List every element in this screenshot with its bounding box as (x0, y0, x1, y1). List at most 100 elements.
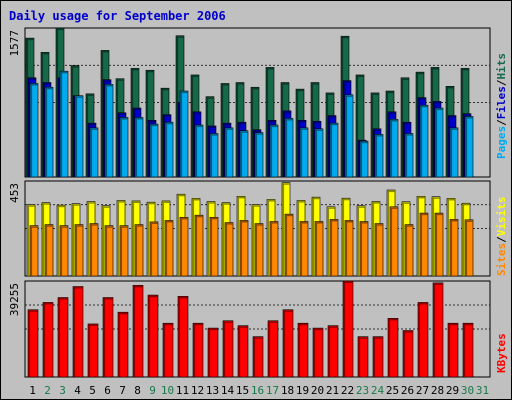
bar-sites-day-4 (74, 224, 84, 277)
bar-kbytes-day-5 (87, 323, 99, 378)
bar-pages-day-4 (74, 95, 84, 178)
x-tick-label-day-30: 30 (461, 384, 474, 397)
bar-pages-day-7 (119, 117, 129, 178)
legend-separator: / (495, 236, 508, 243)
bar-sites-day-17 (269, 221, 279, 277)
bar-sites-day-28 (434, 212, 444, 277)
bar-pages-day-8 (134, 117, 144, 178)
bar-sites-day-7 (119, 225, 129, 277)
bar-sites-day-27 (419, 212, 429, 277)
y-max-label-visits-sites: 453 (8, 183, 21, 203)
bar-sites-day-15 (239, 220, 249, 277)
bar-kbytes-day-8 (132, 284, 144, 378)
x-tick-label-day-15: 15 (236, 384, 249, 397)
x-tick-label-day-25: 25 (386, 384, 399, 397)
legend-label-hits: Hits (495, 53, 508, 80)
bar-pages-day-13 (209, 133, 219, 178)
y-max-label-kbytes: 39255 (8, 283, 21, 316)
bar-sites-day-11 (179, 216, 189, 277)
x-tick-label-day-9: 9 (149, 384, 156, 397)
bar-pages-day-17 (269, 124, 279, 178)
bar-pages-day-15 (239, 130, 249, 178)
bar-kbytes-day-9 (147, 294, 159, 378)
bar-kbytes-day-13 (207, 327, 219, 378)
x-tick-label-day-17: 17 (266, 384, 279, 397)
bar-sites-day-12 (194, 214, 204, 277)
legend-label-pages: Pages (495, 126, 508, 159)
bar-sites-day-23 (359, 221, 369, 277)
x-tick-label-day-7: 7 (119, 384, 126, 397)
bar-kbytes-day-2 (42, 302, 54, 378)
bar-pages-day-19 (299, 127, 309, 178)
bar-kbytes-day-12 (192, 322, 204, 378)
chart-title: Daily usage for September 2006 (9, 9, 226, 23)
bar-sites-day-2 (44, 224, 54, 277)
legend-label-files: Files (495, 86, 508, 119)
x-tick-label-day-20: 20 (311, 384, 324, 397)
bar-pages-day-16 (254, 132, 264, 178)
bar-kbytes-day-1 (27, 309, 39, 378)
bar-kbytes-day-6 (102, 297, 114, 378)
bar-pages-day-3 (59, 70, 69, 178)
bar-pages-day-18 (284, 118, 294, 178)
bar-kbytes-day-4 (72, 286, 84, 378)
bar-pages-day-9 (149, 123, 159, 178)
x-tick-label-day-29: 29 (446, 384, 459, 397)
bar-kbytes-day-11 (177, 295, 189, 378)
bar-sites-day-6 (104, 225, 114, 277)
bar-pages-day-24 (374, 134, 384, 178)
x-tick-label-day-26: 26 (401, 384, 414, 397)
x-tick-label-day-4: 4 (74, 384, 81, 397)
bar-kbytes-day-22 (342, 280, 354, 378)
bar-kbytes-day-7 (117, 311, 129, 378)
bar-sites-day-14 (224, 222, 234, 277)
bar-pages-day-2 (44, 86, 54, 178)
x-tick-label-day-24: 24 (371, 384, 385, 397)
bar-sites-day-9 (149, 221, 159, 277)
bar-kbytes-day-3 (57, 297, 69, 378)
bar-pages-day-30 (464, 116, 474, 178)
x-tick-label-day-16: 16 (251, 384, 264, 397)
x-tick-label-day-31: 31 (476, 384, 489, 397)
x-tick-label-day-2: 2 (44, 384, 51, 397)
x-tick-label-day-21: 21 (326, 384, 339, 397)
bar-pages-day-6 (104, 84, 114, 178)
x-tick-label-day-3: 3 (59, 384, 66, 397)
x-tick-label-day-10: 10 (161, 384, 174, 397)
x-tick-label-day-19: 19 (296, 384, 309, 397)
legend-label-visits: Visits (495, 197, 508, 237)
bar-sites-day-10 (164, 220, 174, 277)
bar-sites-day-29 (449, 219, 459, 277)
legend-label-kbytes: KBytes (495, 333, 508, 373)
bar-pages-day-20 (314, 128, 324, 178)
bar-kbytes-day-14 (222, 320, 234, 378)
bar-kbytes-day-24 (372, 336, 384, 378)
bar-pages-day-22 (344, 94, 354, 178)
x-tick-label-day-28: 28 (431, 384, 444, 397)
bar-kbytes-day-27 (417, 302, 429, 378)
bar-pages-day-12 (194, 124, 204, 178)
bar-kbytes-day-15 (237, 325, 249, 378)
legend-label-sites: Sites (495, 243, 508, 276)
bar-pages-day-26 (404, 133, 414, 178)
bar-sites-day-8 (134, 224, 144, 277)
bar-kbytes-day-29 (447, 322, 459, 378)
bar-pages-day-5 (89, 127, 99, 178)
bar-sites-day-16 (254, 223, 264, 277)
bar-sites-day-3 (59, 225, 69, 277)
bar-kbytes-day-17 (267, 320, 279, 378)
bar-kbytes-day-18 (282, 309, 294, 378)
bar-pages-day-11 (179, 90, 189, 178)
bar-sites-day-1 (29, 225, 39, 277)
x-tick-label-day-8: 8 (134, 384, 141, 397)
legend-hits-files-pages: Pages/Files/Hits (495, 53, 508, 159)
x-tick-label-day-14: 14 (221, 384, 235, 397)
bar-pages-day-23 (359, 140, 369, 178)
bar-sites-day-30 (464, 219, 474, 277)
legend-visits-sites: Sites/Visits (495, 197, 508, 277)
bar-pages-day-29 (449, 127, 459, 178)
bar-kbytes-day-25 (387, 318, 399, 378)
bar-sites-day-19 (299, 221, 309, 277)
